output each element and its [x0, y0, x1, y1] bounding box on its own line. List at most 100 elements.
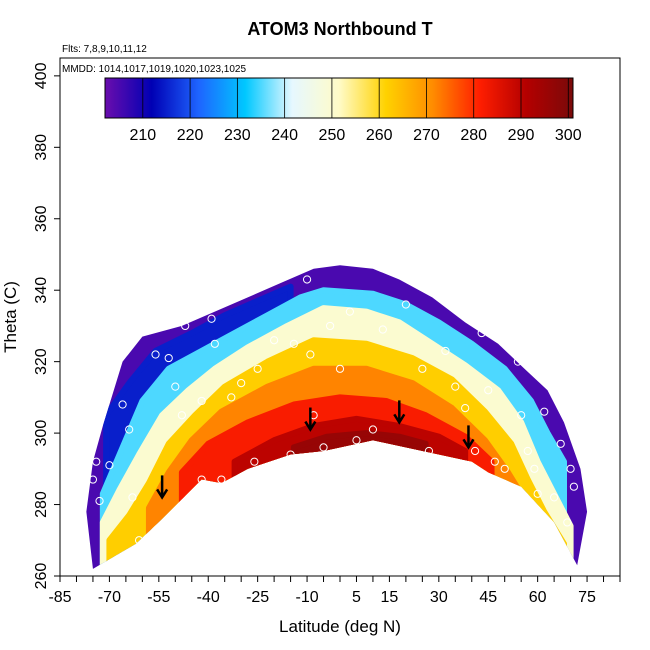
mmdd-note: MMDD: 1014,1017,1019,1020,1023,1025	[62, 64, 246, 75]
x-tick-label: -70	[98, 589, 121, 606]
sample-point	[118, 400, 127, 409]
x-tick-label: 15	[381, 589, 399, 606]
sample-point	[227, 393, 236, 402]
sample-point	[319, 443, 328, 452]
sample-point	[128, 493, 137, 502]
sample-point	[500, 464, 509, 473]
sample-point	[270, 336, 279, 345]
sample-point	[543, 375, 552, 384]
x-tick-label: 45	[479, 589, 497, 606]
sample-point	[134, 536, 144, 545]
sample-point	[424, 446, 434, 456]
tropopause-arrow	[462, 425, 475, 450]
sample-point	[441, 346, 450, 356]
x-tick-label: -55	[147, 589, 170, 606]
sample-point	[490, 457, 499, 466]
colorbar-tick-label: 260	[366, 127, 393, 144]
sample-point	[513, 357, 522, 366]
colorbar-tick-label: 250	[319, 127, 346, 144]
colorbar-tick-label: 210	[129, 127, 156, 144]
colorbar-tick-label: 220	[177, 127, 204, 144]
sample-point	[197, 396, 206, 406]
sample-point	[533, 489, 542, 498]
y-tick-label: 300	[33, 420, 50, 447]
sample-point	[105, 461, 114, 470]
colorbar-tick-label: 270	[413, 127, 440, 144]
sample-point	[484, 386, 493, 395]
sample-point	[164, 353, 173, 363]
x-tick-label: -40	[197, 589, 220, 606]
sample-point	[302, 275, 312, 284]
y-axis-label: Theta (C)	[1, 281, 20, 353]
sample-point	[253, 364, 262, 373]
tropopause-arrow	[393, 400, 406, 425]
sample-point	[335, 364, 345, 373]
colorbar: 210 220 230 240 250 260 270 280 290 300	[104, 77, 582, 144]
sample-point	[306, 350, 315, 359]
colorbar-tick-label: 280	[460, 127, 487, 144]
sample-point	[378, 325, 387, 334]
sample-point	[470, 446, 480, 456]
sample-point	[418, 364, 427, 373]
colorbar-tick-label: 290	[508, 127, 535, 144]
sample-point	[286, 450, 295, 459]
sample-point	[434, 286, 443, 295]
y-tick-label: 280	[33, 491, 50, 518]
sample-point	[92, 457, 101, 466]
colorbar-ticks: 210 220 230 240 250 260 270 280 290 300	[129, 78, 582, 144]
y-tick-label: 260	[33, 563, 50, 590]
x-tick-label: 75	[578, 589, 596, 606]
sample-point	[289, 339, 298, 348]
sample-point	[177, 411, 186, 420]
sample-point	[573, 429, 582, 438]
x-tick-label: 60	[529, 589, 547, 606]
sample-point	[451, 382, 460, 391]
sample-point	[88, 475, 98, 484]
x-tick-label: -85	[48, 589, 71, 606]
sample-point	[207, 314, 216, 323]
sample-point	[210, 339, 219, 348]
sample-point	[237, 378, 246, 388]
sample-point	[171, 382, 180, 391]
sample-point	[401, 300, 410, 309]
sample-point	[326, 321, 335, 331]
x-tick-label: 30	[430, 589, 448, 606]
sample-point	[517, 411, 526, 420]
sample-point	[566, 464, 575, 473]
sample-point	[118, 339, 127, 348]
sample-point	[250, 457, 259, 466]
sample-point	[95, 496, 104, 506]
tropopause-arrow	[304, 407, 317, 432]
y-tick-label: 340	[33, 277, 50, 304]
colorbar-tick-label: 300	[555, 127, 582, 144]
y-axis: 260 280 300 320 340 360 380 400	[33, 62, 60, 589]
sample-point	[563, 518, 572, 527]
colorbar-tick-label: 230	[224, 127, 251, 144]
y-tick-label: 400	[33, 62, 50, 89]
x-tick-label: 5	[352, 589, 361, 606]
x-tick-label: -10	[295, 589, 318, 606]
x-axis-label: Latitude (deg N)	[279, 617, 401, 636]
sample-point	[523, 446, 532, 456]
sample-point	[391, 446, 401, 456]
sample-point	[507, 293, 516, 302]
y-tick-label: 360	[33, 205, 50, 232]
colorbar-tick-label: 240	[271, 127, 298, 144]
flights-note: Flts: 7,8,9,10,11,12	[62, 44, 147, 55]
x-axis: -85 -70 -55 -40 -25 -10 5 15 30 45 60 75	[48, 576, 621, 606]
sample-point	[461, 403, 470, 413]
colorbar-gradient	[104, 77, 574, 119]
tropopause-arrow	[156, 475, 169, 500]
y-tick-label: 320	[33, 348, 50, 375]
tropopause-arrows	[156, 400, 475, 500]
x-tick-label: -25	[246, 589, 269, 606]
sample-point	[345, 307, 354, 316]
sample-points	[88, 275, 582, 545]
sample-point	[368, 425, 378, 434]
sample-point	[569, 482, 578, 491]
chart-title: ATOM3 Northbound T	[247, 19, 432, 39]
sample-point	[217, 475, 226, 484]
sample-point	[125, 425, 134, 434]
sample-point	[197, 475, 206, 484]
